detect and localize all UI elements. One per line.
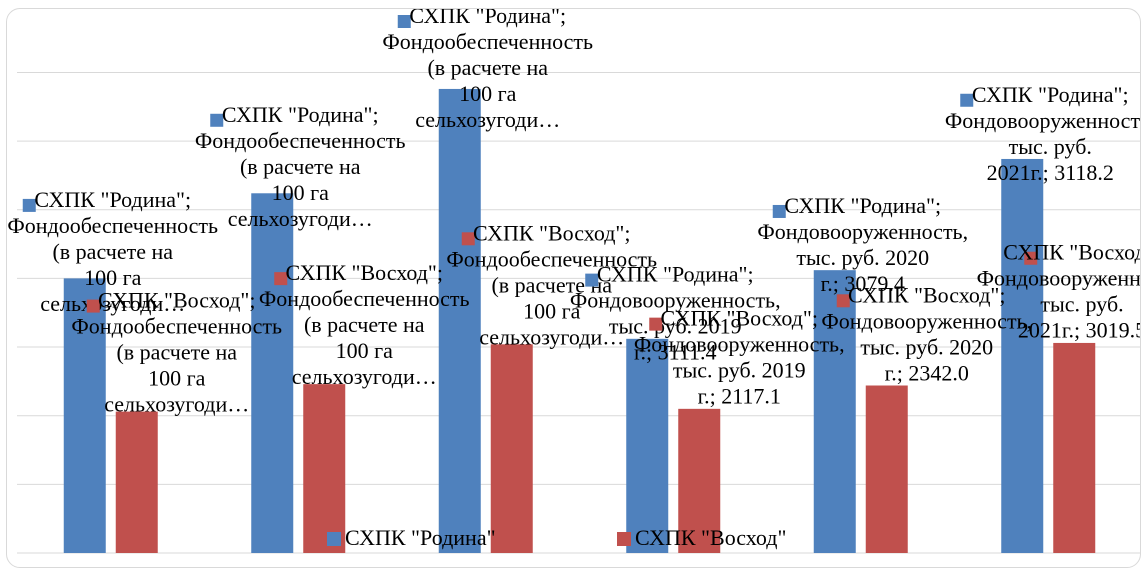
bar-rodina-5 bbox=[813, 270, 856, 553]
data-label-key bbox=[210, 113, 224, 127]
data-label: СХПК "Родина"; Фондообеспеченность (в расч… bbox=[7, 187, 218, 316]
data-label-key bbox=[836, 294, 850, 308]
data-label-key bbox=[960, 93, 974, 107]
bar-voskhod-6 bbox=[1053, 342, 1096, 553]
bar-rodina-1 bbox=[63, 278, 106, 553]
legend-label-voskhod: СХПК "Восход" bbox=[635, 525, 786, 550]
bar-voskhod-3 bbox=[490, 344, 533, 553]
bar-voskhod-1 bbox=[115, 411, 158, 553]
data-label: СХПК "Восход"; Фондообеспеченность (в расч… bbox=[71, 288, 282, 417]
data-label: СХПК "Родина"; Фондообеспеченность (в расч… bbox=[195, 102, 406, 231]
data-label-key bbox=[461, 232, 475, 246]
data-label: СХПК "Родина"; Фондообеспеченность (в расч… bbox=[382, 9, 593, 132]
bars bbox=[63, 88, 1096, 554]
bar-voskhod-5 bbox=[865, 385, 908, 553]
bar-rodina-3 bbox=[438, 88, 481, 554]
legend-key-rodina bbox=[327, 532, 341, 546]
data-label: СХПК "Родина"; Фондовооруженность, тыс. ру… bbox=[945, 82, 1141, 185]
data-label: СХПК "Восход";Фондовооруженность,тыс. ру… bbox=[977, 240, 1141, 343]
data-label-key bbox=[772, 204, 786, 218]
data-label: СХПК "Родина"; Фондовооруженность, тыс. ру… bbox=[570, 262, 781, 365]
data-label: СХПК "Восход"; Фондообеспеченность (в расч… bbox=[259, 260, 470, 389]
legend: СХПК "Родина" СХПК "Восход" bbox=[327, 525, 786, 550]
data-label-key bbox=[274, 272, 288, 286]
data-label-key bbox=[86, 299, 100, 313]
data-label: СХПК "Восход";Фондовооруженность,тыс. ру… bbox=[821, 282, 1032, 385]
data-label-key bbox=[397, 15, 411, 28]
data-label-key bbox=[1024, 251, 1038, 265]
legend-label-rodina: СХПК "Родина" bbox=[345, 525, 496, 550]
bar-rodina-6 bbox=[1001, 158, 1044, 553]
bar-rodina-4 bbox=[626, 338, 669, 553]
gridlines bbox=[17, 71, 1140, 554]
data-label-key bbox=[585, 273, 599, 287]
bar-rodina-2 bbox=[251, 193, 294, 554]
data-label: СХПК "Восход"; Фондообеспеченность (в расч… bbox=[446, 220, 657, 349]
data-label: СХПК "Родина"; Фондовооруженность, тыс. ру… bbox=[757, 193, 968, 296]
chart-frame: СХПК "Родина"; Фондообеспеченность (в расч… bbox=[6, 8, 1141, 568]
bar-voskhod-4 bbox=[678, 408, 721, 553]
legend-key-voskhod bbox=[617, 532, 631, 546]
bar-chart: СХПК "Родина"; Фондообеспеченность (в расч… bbox=[7, 9, 1141, 554]
bar-voskhod-2 bbox=[303, 384, 346, 553]
data-label-key bbox=[22, 198, 36, 212]
data-label-key bbox=[649, 317, 663, 331]
data-label: СХПК "Восход";Фондовооруженность,тыс. ру… bbox=[634, 306, 845, 409]
data-labels: СХПК "Родина"; Фондообеспеченность (в расч… bbox=[7, 9, 1141, 417]
